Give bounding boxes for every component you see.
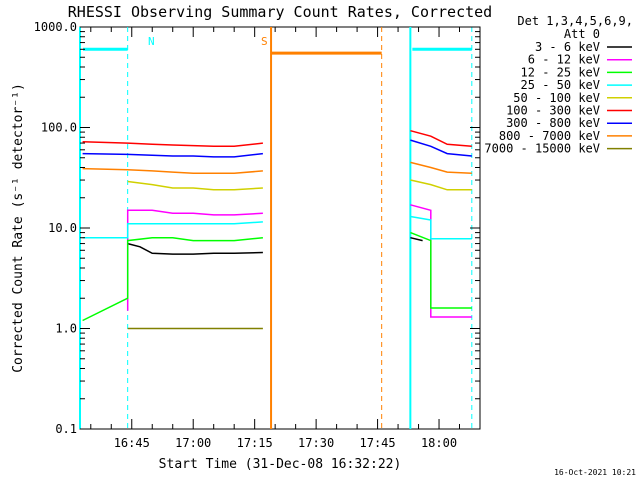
y-tick-label: 0.1 — [55, 422, 77, 436]
legend-label: 50 - 100 keV — [513, 91, 600, 105]
x-tick-label: 17:30 — [298, 436, 334, 450]
x-tick-label: 18:00 — [421, 436, 457, 450]
chart-title: RHESSI Observing Summary Count Rates, Co… — [68, 3, 492, 21]
y-tick-label: 1000.0 — [34, 20, 77, 34]
y-tick-label: 1.0 — [55, 322, 77, 336]
series-path — [82, 215, 472, 240]
legend-label: 3 - 6 keV — [535, 40, 600, 54]
legend-label: 300 - 800 keV — [506, 116, 600, 130]
series-path — [82, 129, 472, 148]
annotation-night-marker: N — [148, 35, 155, 48]
legend-title-line-1: Det 1,3,4,5,6,9, — [517, 14, 633, 28]
x-axis-label: Start Time (31-Dec-08 16:32:22) — [159, 457, 402, 472]
y-axis: 0.1 1.0 10.0 100.0 1000.0 — [34, 20, 480, 436]
x-tick-label: 17:45 — [360, 436, 396, 450]
series-3-6keV-line — [127, 236, 423, 255]
series-path — [82, 139, 472, 158]
series-path — [127, 236, 423, 255]
series-50-100keV-line — [127, 179, 472, 191]
x-tick-label: 16:45 — [114, 436, 150, 450]
y-axis-label: Corrected Count Rate (s⁻¹ detector⁻¹) — [11, 83, 26, 373]
legend-label: 800 - 7000 keV — [499, 129, 600, 143]
series-100-300keV-line — [82, 129, 472, 148]
x-axis: 16:45 17:00 17:15 17:30 17:45 18:00 — [90, 27, 481, 450]
series-path — [82, 161, 472, 175]
x-tick-label: 17:15 — [237, 436, 273, 450]
series-300-800keV-line — [82, 139, 472, 158]
series-25-50keV-line — [82, 215, 472, 240]
series-800-7000keV-line — [82, 161, 472, 175]
series-path — [126, 204, 472, 318]
legend-label: 7000 - 15000 keV — [484, 142, 600, 156]
legend-label: 25 - 50 keV — [521, 78, 600, 92]
series-layer — [82, 129, 472, 330]
series-path — [127, 179, 472, 191]
plot-frame — [79, 26, 481, 430]
y-tick-label: 100.0 — [41, 121, 77, 135]
legend-label: 6 - 12 keV — [528, 53, 600, 67]
x-tick-label: 17:00 — [175, 436, 211, 450]
legend-label: 100 - 300 keV — [506, 104, 600, 118]
series-6-12keV-line — [126, 204, 472, 318]
legend-label: 12 - 25 keV — [521, 65, 600, 79]
legend-title-line-2: Att 0 — [564, 27, 600, 41]
series-path — [82, 231, 472, 322]
observing-bands — [79, 27, 473, 429]
annotation-saa-marker: S — [261, 35, 268, 48]
render-timestamp: 16-Oct-2021 10:21 — [554, 468, 636, 477]
y-tick-label: 10.0 — [48, 221, 77, 235]
series-12-25keV-line — [82, 231, 472, 322]
